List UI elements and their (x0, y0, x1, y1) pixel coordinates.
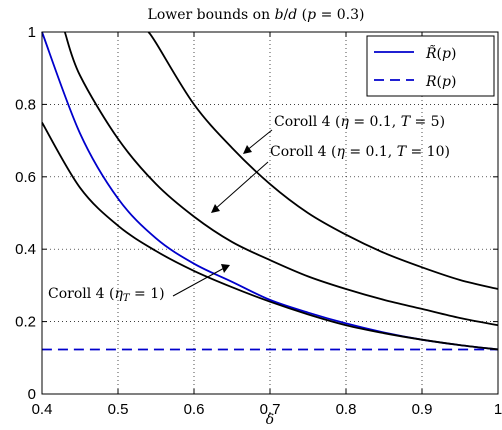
annotation-etaT-arrow (172, 266, 227, 297)
legend-box (366, 35, 495, 97)
annotation-T10-arrow (213, 161, 269, 211)
annotation-T10-arrowhead (211, 204, 220, 213)
x-tick-label: 0.6 (184, 401, 205, 418)
x-axis-label: δ (266, 412, 274, 428)
x-tick-label: 0.5 (108, 401, 129, 418)
annotation-T5-label: Coroll 4 (η = 0.1, T = 5) (274, 114, 445, 130)
legend-label-R: R(p) (425, 74, 456, 90)
annotation-coroll4-T10: Coroll 4 (η = 0.1, T = 10) (211, 144, 450, 213)
plot-frame (41, 31, 499, 395)
y-tick-label: 1 (28, 24, 36, 41)
y-tick-label: 0.2 (15, 314, 36, 331)
series-line-coroll-4-0-1-t-10 (63, 31, 499, 327)
x-tick-label: 1 (494, 401, 502, 418)
series-line-coroll-4-0-1-t-5 (147, 31, 499, 290)
series-lines (41, 31, 499, 351)
legend-label-Rtilde: R̃(p) (425, 44, 456, 62)
x-tick-label: 0.8 (336, 401, 357, 418)
annotation-T5-arrow (245, 129, 273, 152)
annotation-T10-label: Coroll 4 (η = 0.1, T = 10) (270, 144, 450, 160)
annotation-coroll4-etaT: Coroll 4 (ηT = 1) (48, 264, 230, 304)
y-tick-label: 0.4 (15, 241, 36, 258)
annotation-T5-arrowhead (243, 145, 252, 154)
y-tick-label: 0.8 (15, 96, 36, 113)
annotation-etaT-arrowhead (221, 264, 230, 273)
x-tick-label: 0.7 (260, 401, 281, 418)
y-tick-label: 0.6 (15, 169, 36, 186)
chart-title: Lower bounds on b/d (p = 0.3) (148, 7, 365, 23)
annotation-coroll4-T5: Coroll 4 (η = 0.1, T = 5) (243, 114, 445, 154)
legend: R̃(p) R(p) (366, 35, 495, 97)
axis-ticks: 0.4 0.5 0.6 0.7 0.8 0.9 1 0 0.2 0.4 0.6 0.8 1 (15, 24, 502, 418)
annotation-etaT-label: Coroll 4 (ηT = 1) (48, 286, 165, 304)
series-line-coroll-4-t-1 (41, 122, 499, 351)
x-tick-label: 0.4 (32, 401, 53, 418)
grid-lines (42, 32, 498, 394)
x-tick-label: 0.9 (412, 401, 433, 418)
y-tick-label: 0 (28, 386, 36, 403)
